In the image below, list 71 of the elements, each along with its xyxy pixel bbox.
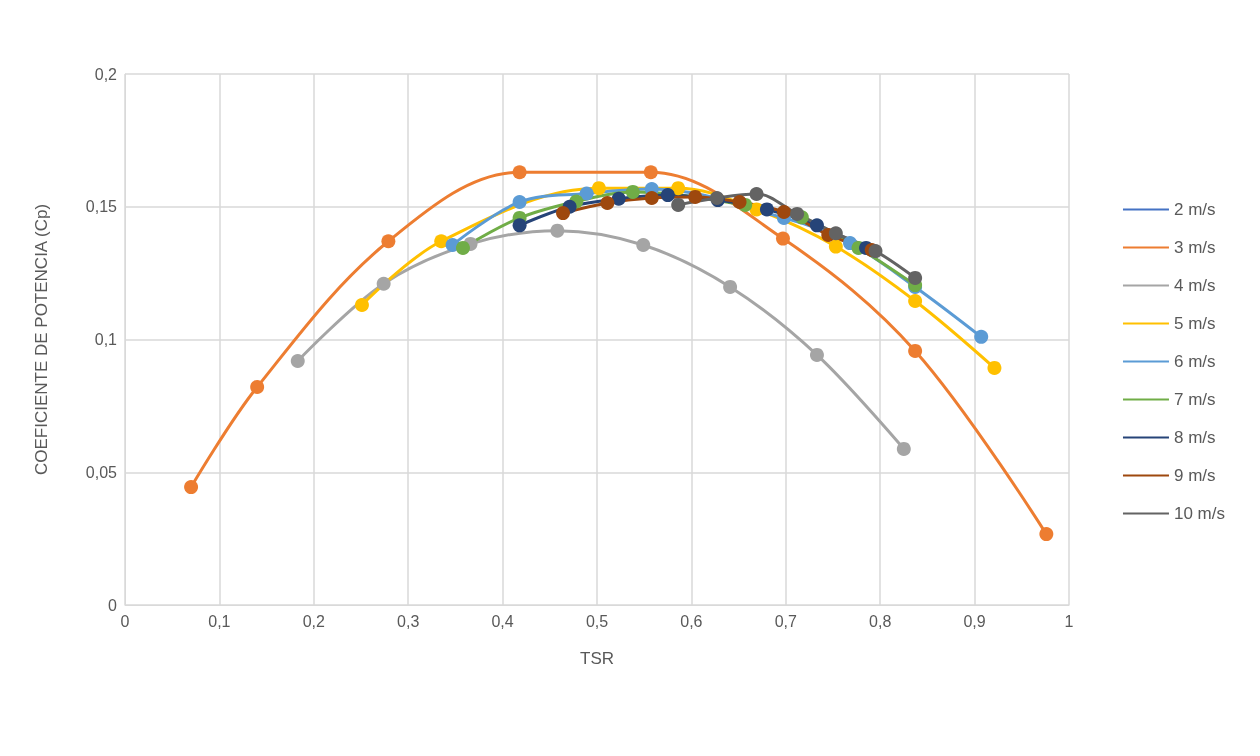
y-tick-label: 0,1 [94, 331, 118, 348]
point [974, 329, 989, 344]
point [828, 239, 843, 254]
point [600, 196, 615, 211]
point [354, 297, 369, 312]
point [434, 234, 449, 249]
point [512, 218, 527, 233]
point [732, 194, 747, 209]
x-tick-label: 1 [1064, 612, 1074, 630]
point [868, 244, 883, 259]
x-tick-label: 0,7 [774, 612, 798, 630]
point [775, 231, 790, 246]
legend-label: 5 m/s [1173, 314, 1216, 333]
point [688, 189, 703, 204]
point [644, 190, 659, 205]
legend-label: 4 m/s [1173, 276, 1216, 295]
point [611, 191, 626, 206]
x-tick-label: 0,4 [491, 612, 514, 630]
y-axis-title: COEFICIENTE DE POTENCIA (Cp) [32, 203, 51, 476]
point [749, 187, 764, 201]
point [987, 360, 1002, 375]
legend-label: 6 m/s [1173, 352, 1216, 371]
y-tick-label: 0,05 [85, 463, 118, 481]
point [579, 186, 594, 201]
point [671, 197, 686, 212]
x-tick-label: 0,8 [869, 612, 892, 630]
point [671, 181, 686, 196]
legend-label: 9 m/s [1173, 466, 1216, 485]
point [908, 270, 923, 285]
point [455, 240, 470, 255]
x-tick-label: 0,3 [397, 612, 420, 630]
point [184, 480, 199, 495]
point [290, 354, 305, 368]
x-tick-label: 0,5 [585, 612, 609, 630]
legend-label: 10 m/s [1173, 504, 1226, 523]
point [790, 206, 805, 221]
legend-label: 8 m/s [1173, 428, 1216, 447]
x-tick-label: 0 [120, 612, 130, 630]
point [512, 194, 527, 209]
point [376, 276, 391, 291]
point [591, 181, 606, 196]
legend-label: 2 m/s [1173, 200, 1216, 219]
y-tick-label: 0 [108, 596, 118, 614]
point [660, 188, 675, 203]
point [550, 223, 565, 238]
point [908, 343, 923, 358]
point [381, 234, 396, 249]
point [643, 165, 658, 180]
point [896, 441, 911, 456]
point [636, 237, 651, 252]
x-tick-label: 0,9 [963, 612, 986, 630]
legend-label: 3 m/s [1173, 238, 1216, 257]
x-axis-title: TSR [580, 649, 614, 668]
y-tick-label: 0,2 [94, 65, 118, 83]
x-tick-label: 0,1 [208, 612, 231, 630]
x-tick-label: 0,2 [302, 612, 326, 630]
legend-label: 7 m/s [1173, 390, 1216, 409]
point [759, 202, 774, 217]
point [625, 184, 640, 199]
point [776, 205, 791, 220]
point [828, 226, 843, 241]
x-tick-label: 0,6 [680, 612, 703, 630]
point [1039, 527, 1054, 542]
y-tick-label: 0,15 [85, 198, 118, 216]
point [250, 380, 265, 395]
point [809, 347, 824, 362]
point [512, 165, 527, 180]
point [723, 279, 738, 294]
point [809, 218, 824, 233]
point [908, 294, 923, 308]
point [556, 206, 571, 221]
